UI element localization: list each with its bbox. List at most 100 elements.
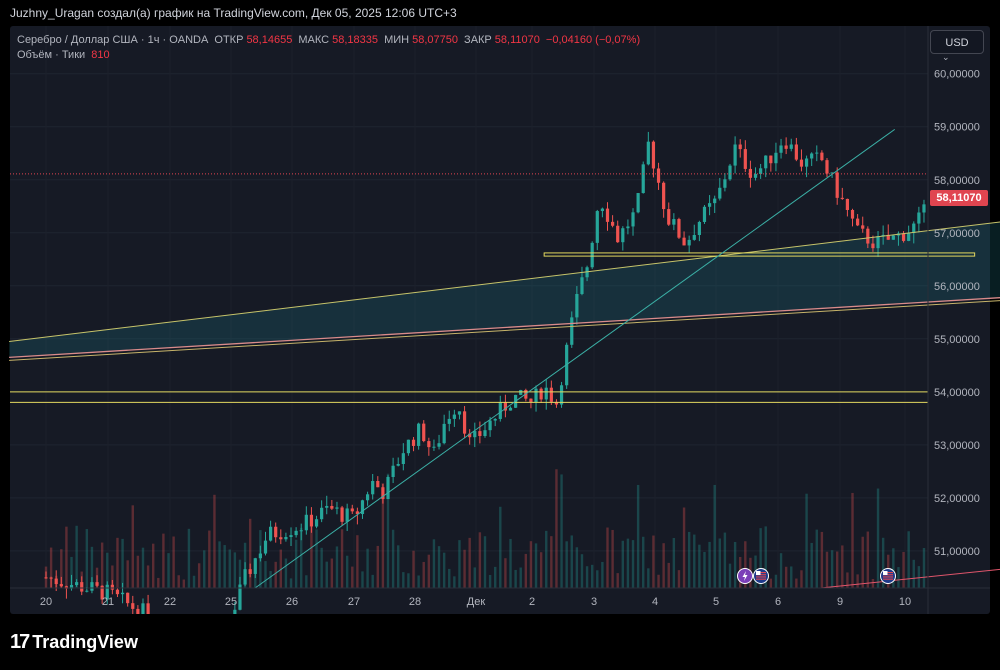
candle-body	[600, 208, 604, 212]
candle-body	[697, 221, 701, 236]
flag-stripe	[756, 574, 766, 576]
volume-bar	[611, 529, 614, 588]
candle-body	[641, 164, 645, 194]
event-markers	[737, 568, 896, 584]
candle-body	[248, 569, 252, 574]
volume-bar	[146, 565, 150, 588]
candle-body	[815, 152, 819, 154]
volume-bar	[626, 538, 630, 588]
candle-body	[901, 233, 906, 241]
volume-label[interactable]: Объём · Тики	[17, 49, 86, 61]
candle-body	[804, 158, 809, 167]
candle-body	[626, 226, 630, 229]
volume-bar	[417, 575, 420, 588]
channel-lower-line-2	[9, 300, 1000, 361]
volume-bar	[172, 536, 175, 588]
volume-bar	[841, 545, 844, 588]
legend-row-volume: Объём · Тики 810	[17, 48, 643, 63]
volume-bar	[897, 567, 900, 588]
candle-body	[702, 206, 707, 222]
candle-body	[835, 172, 839, 198]
volume-bar	[570, 535, 573, 588]
candle-body	[126, 592, 130, 604]
volume-bar	[861, 536, 864, 588]
symbol-label[interactable]: Серебро / Доллар США · 1ч · OANDA	[17, 34, 209, 46]
chart-panel[interactable]	[10, 26, 990, 614]
volume-bar	[509, 538, 512, 588]
volume-bar	[876, 488, 880, 588]
currency-button[interactable]: USD	[930, 30, 984, 54]
volume-bar	[151, 543, 155, 588]
high-label: МАКС	[298, 34, 330, 46]
volume-bar	[478, 532, 482, 588]
volume-bar	[269, 571, 272, 588]
volume-bar	[851, 492, 854, 588]
candle-body	[238, 584, 242, 610]
volume-bar	[182, 579, 186, 588]
candle-body	[427, 441, 431, 448]
candle-body	[651, 141, 656, 169]
volume-bar	[366, 548, 369, 588]
candle-body	[570, 317, 574, 345]
volume-bar	[345, 555, 349, 588]
candle-body	[774, 152, 778, 164]
x-tick-label: 3	[591, 596, 597, 608]
candle-body	[549, 387, 553, 402]
volume-bar	[744, 541, 747, 588]
volume-bar	[121, 538, 124, 588]
candle-body	[268, 526, 273, 541]
candle-body	[876, 236, 880, 249]
candle-body	[340, 507, 344, 522]
x-tick-label: 2	[529, 596, 535, 608]
candle-body	[345, 508, 349, 522]
volume-bar	[320, 547, 323, 588]
chevron-down-icon[interactable]: ⌄	[942, 52, 950, 62]
candle-body	[534, 388, 538, 403]
volume-bar	[49, 547, 53, 588]
trend-line	[254, 128, 895, 589]
candle-body	[820, 152, 824, 161]
candle-body	[789, 144, 793, 149]
volume-bar	[856, 574, 859, 588]
candle-body	[90, 582, 94, 591]
candle-body	[100, 585, 104, 600]
volume-bar	[907, 531, 910, 588]
volume-bar	[376, 545, 379, 588]
volume-bar	[284, 558, 288, 588]
volume-bar	[111, 565, 114, 588]
candle-body	[891, 235, 895, 240]
tradingview-wordmark: TradingView	[32, 631, 138, 652]
flag-stripe	[883, 576, 893, 578]
candle-body	[529, 398, 533, 403]
volume-bar	[800, 570, 803, 588]
candle-body	[335, 507, 339, 509]
volume-bar	[917, 566, 921, 588]
tradingview-logo[interactable]: 17 TradingView	[10, 630, 138, 654]
candle-body	[672, 219, 676, 225]
us-flag-icon[interactable]	[753, 568, 769, 584]
volume-bar	[422, 561, 425, 588]
us-flag-icon[interactable]	[880, 568, 896, 584]
x-tick-label: 20	[40, 596, 52, 608]
volume-bar	[774, 574, 778, 588]
candle-body	[713, 198, 717, 204]
flash-event-icon[interactable]	[737, 568, 753, 584]
marker-circle	[880, 568, 896, 584]
volume-bar	[325, 561, 328, 588]
volume-bar	[402, 572, 405, 588]
volume-bar	[289, 578, 293, 588]
candle-body	[656, 168, 661, 183]
candle-body	[845, 198, 850, 210]
candle-body	[580, 277, 584, 294]
volume-bar	[504, 558, 507, 588]
candle-body	[105, 584, 109, 600]
candle-body	[861, 225, 865, 229]
volume-bar	[391, 529, 395, 588]
volume-bar	[795, 578, 798, 588]
volume-bar	[866, 531, 870, 588]
volume-bar	[223, 545, 226, 588]
volume-bar	[733, 541, 737, 588]
candle-body	[289, 535, 293, 537]
candle-body	[488, 420, 492, 431]
